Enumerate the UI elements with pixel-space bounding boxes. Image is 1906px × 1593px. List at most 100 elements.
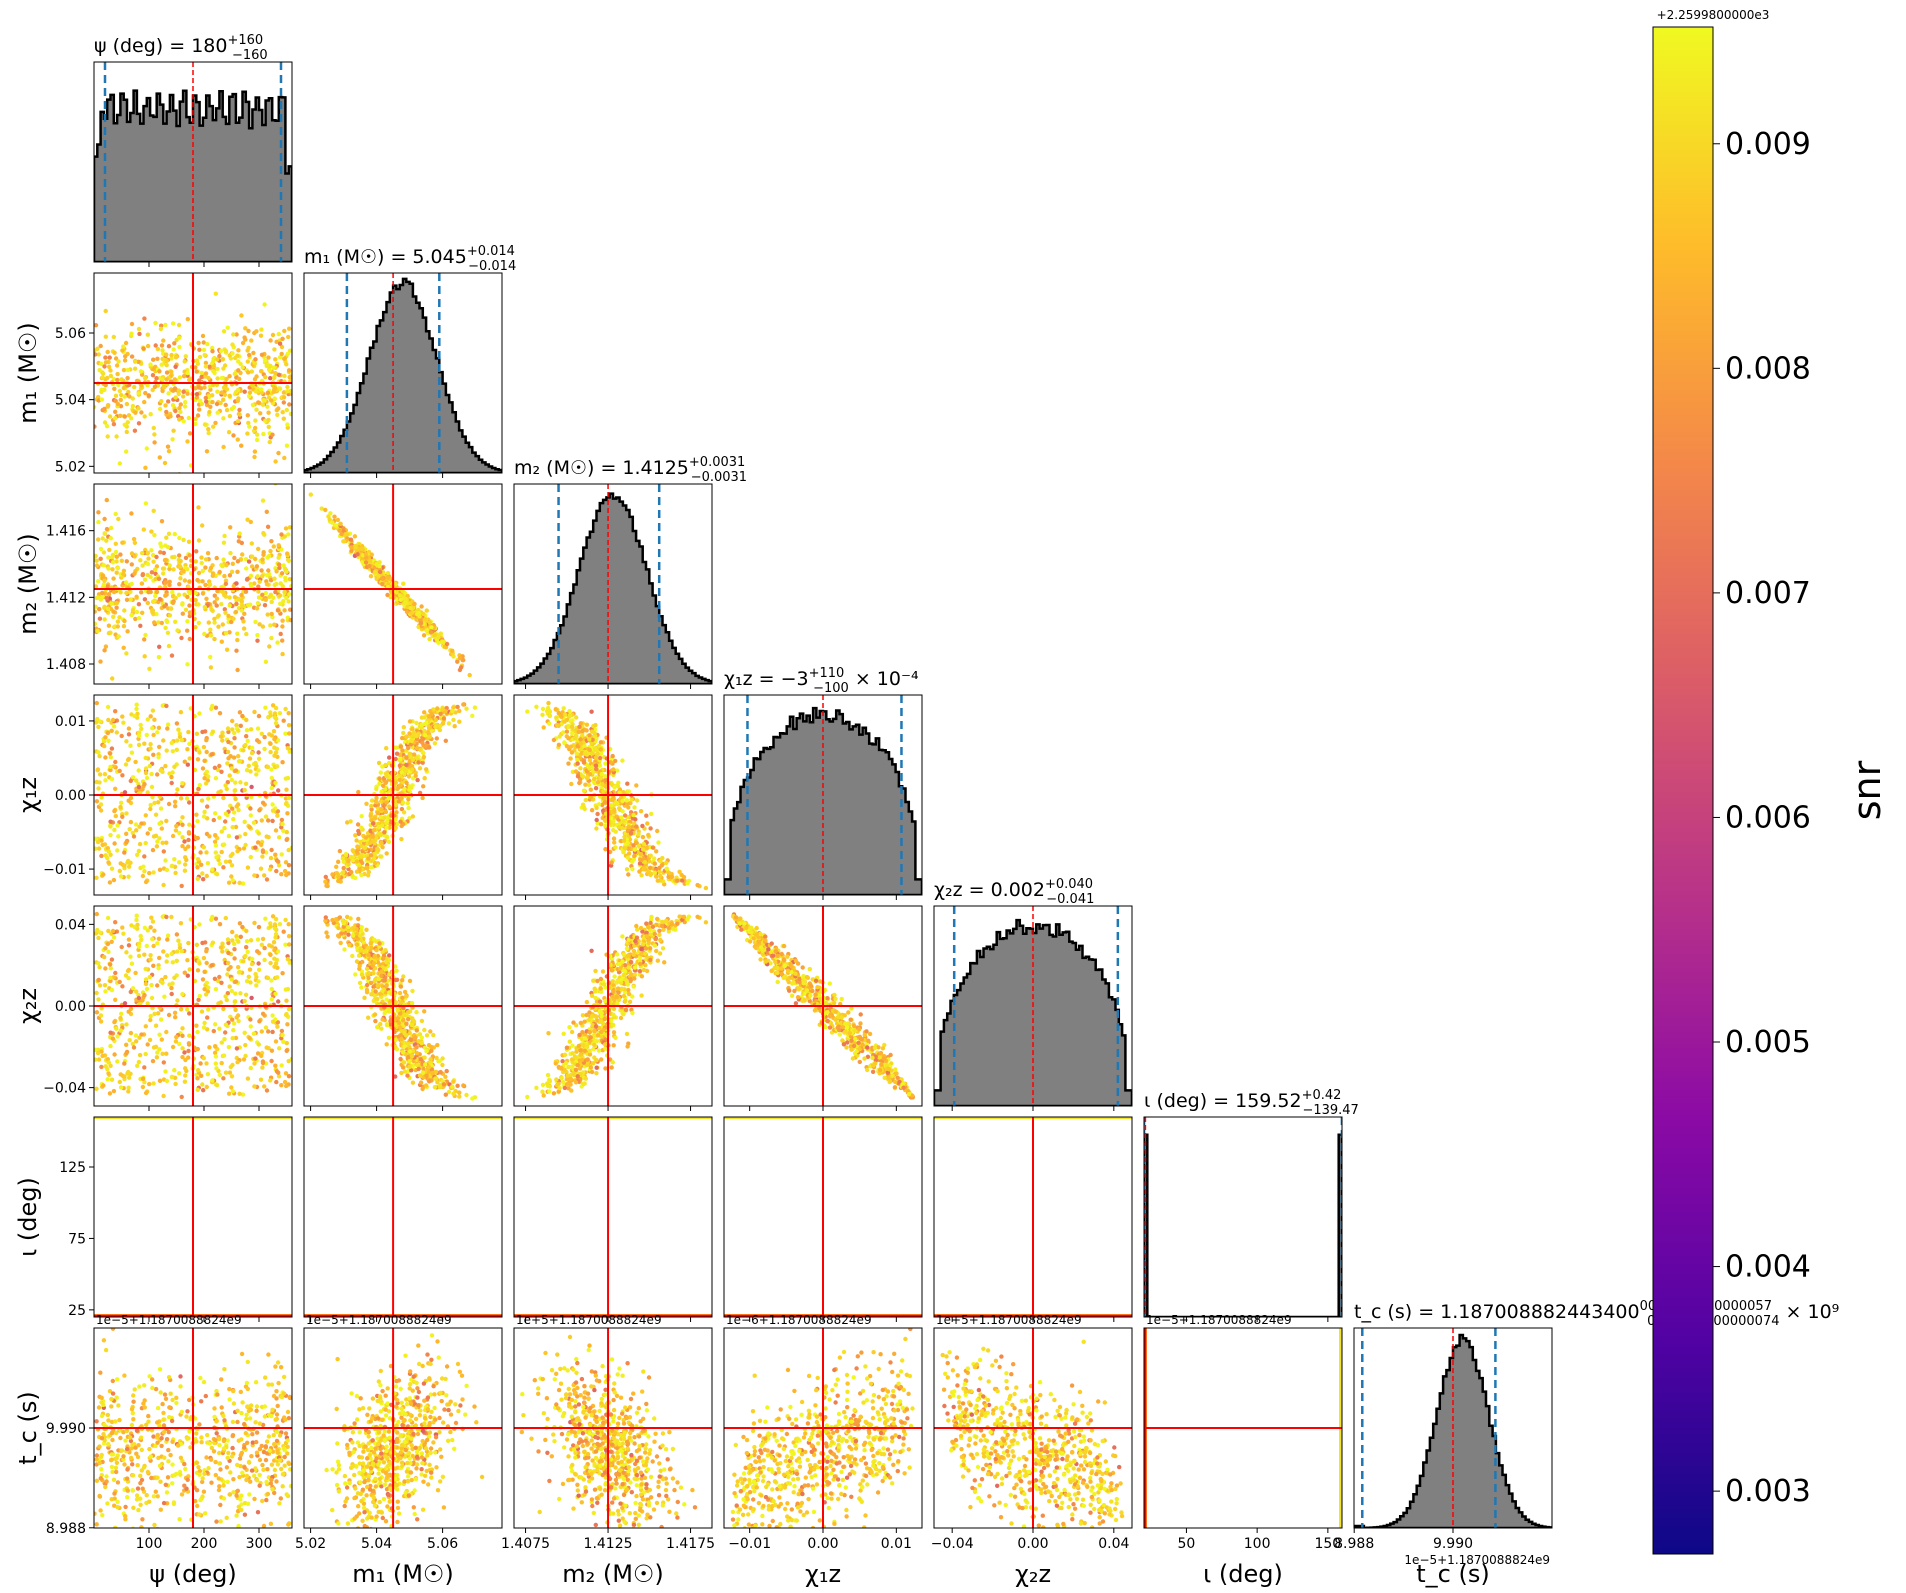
scatter-point — [109, 776, 115, 782]
scatter-point — [255, 738, 260, 743]
scatter-point — [270, 1019, 276, 1024]
scatter-point — [602, 818, 608, 823]
y-tick-label: −0.01 — [43, 862, 86, 878]
scatter-point — [262, 302, 267, 307]
scatter-point — [180, 843, 185, 849]
scatter-point — [622, 834, 627, 840]
scatter-point — [120, 925, 125, 930]
scatter-point — [233, 788, 238, 793]
scatter-point — [262, 746, 267, 752]
scatter-point — [628, 831, 634, 836]
scatter-point — [231, 1028, 236, 1033]
scatter-point — [114, 600, 120, 606]
scatter-point — [210, 349, 215, 354]
scatter-point — [280, 638, 285, 643]
scatter-point — [124, 651, 129, 656]
scatter-point — [207, 834, 212, 839]
scatter-point — [280, 651, 285, 657]
scatter-point — [421, 736, 426, 742]
scatter-point — [631, 843, 636, 848]
scatter-point — [277, 565, 282, 571]
scatter-point — [636, 832, 641, 837]
scatter-point — [414, 745, 420, 751]
scatter-point — [263, 916, 268, 921]
scatter-point — [213, 833, 218, 838]
scatter-point — [151, 752, 156, 757]
scatter-point — [274, 339, 279, 344]
scatter-point — [243, 842, 248, 848]
scatter-point — [345, 820, 350, 825]
scatter-point — [243, 589, 249, 594]
scatter-point — [144, 732, 149, 738]
scatter-point — [157, 955, 162, 961]
scatter-point — [187, 603, 192, 608]
scatter-point — [379, 806, 384, 812]
scatter-point — [562, 740, 567, 745]
scatter-point — [122, 1001, 128, 1006]
scatter-point — [166, 391, 171, 396]
scatter-point — [95, 628, 100, 634]
scatter-point — [106, 928, 111, 934]
scatter-point — [280, 971, 285, 976]
scatter-point — [225, 749, 231, 755]
scatter-point — [164, 959, 169, 964]
scatter-point — [613, 845, 618, 850]
scatter-point — [218, 348, 224, 354]
scatter-point — [201, 814, 207, 819]
scatter-point — [268, 578, 274, 583]
scatter-point — [107, 1091, 113, 1096]
scatter-point — [256, 961, 261, 966]
scatter-point — [230, 561, 235, 566]
scatter-point — [275, 608, 281, 613]
scatter-point — [260, 592, 265, 597]
scatter-point — [276, 999, 281, 1004]
scatter-point — [176, 938, 181, 943]
scatter-point — [153, 593, 158, 599]
scatter-point — [272, 374, 277, 380]
scatter-point — [94, 1010, 100, 1015]
scatter-point — [159, 323, 164, 328]
scatter-point — [260, 854, 265, 859]
scatter-point — [150, 610, 155, 615]
scatter-point — [152, 1011, 157, 1017]
scatter-point — [217, 861, 222, 866]
scatter-point — [414, 720, 419, 726]
scatter-point — [130, 986, 136, 991]
scatter-point — [223, 402, 228, 408]
scatter-point — [195, 857, 201, 862]
scatter-point — [378, 770, 383, 775]
scatter-point — [194, 812, 199, 817]
scatter-point — [254, 329, 259, 334]
scatter-point — [568, 756, 573, 761]
scatter-point — [239, 313, 244, 318]
scatter-point — [284, 787, 289, 792]
scatter-point — [601, 789, 606, 794]
scatter-point — [199, 560, 204, 566]
scatter-point — [105, 349, 110, 355]
scatter-point — [385, 819, 390, 824]
scatter-point — [401, 581, 406, 586]
y-tick-label: 0.00 — [55, 788, 86, 804]
scatter-point — [133, 410, 138, 415]
scatter-point — [284, 362, 289, 367]
scatter-point — [223, 859, 229, 864]
scatter-point — [272, 576, 277, 581]
scatter-point — [384, 773, 389, 779]
scatter-point — [123, 762, 129, 767]
scatter-point — [244, 979, 250, 984]
scatter-point — [377, 776, 382, 781]
scatter-point — [115, 401, 121, 407]
scatter-point — [611, 828, 616, 833]
scatter-point — [112, 841, 117, 846]
scatter-point — [220, 357, 225, 362]
scatter-point — [262, 957, 267, 963]
scatter-point — [157, 369, 162, 374]
scatter-point — [149, 529, 154, 534]
scatter-point — [129, 354, 135, 359]
scatter-point — [369, 803, 374, 809]
scatter-point — [204, 769, 210, 774]
scatter-point — [284, 998, 289, 1003]
scatter-point — [94, 846, 98, 851]
scatter-point — [102, 578, 107, 583]
scatter-point — [243, 1053, 248, 1059]
